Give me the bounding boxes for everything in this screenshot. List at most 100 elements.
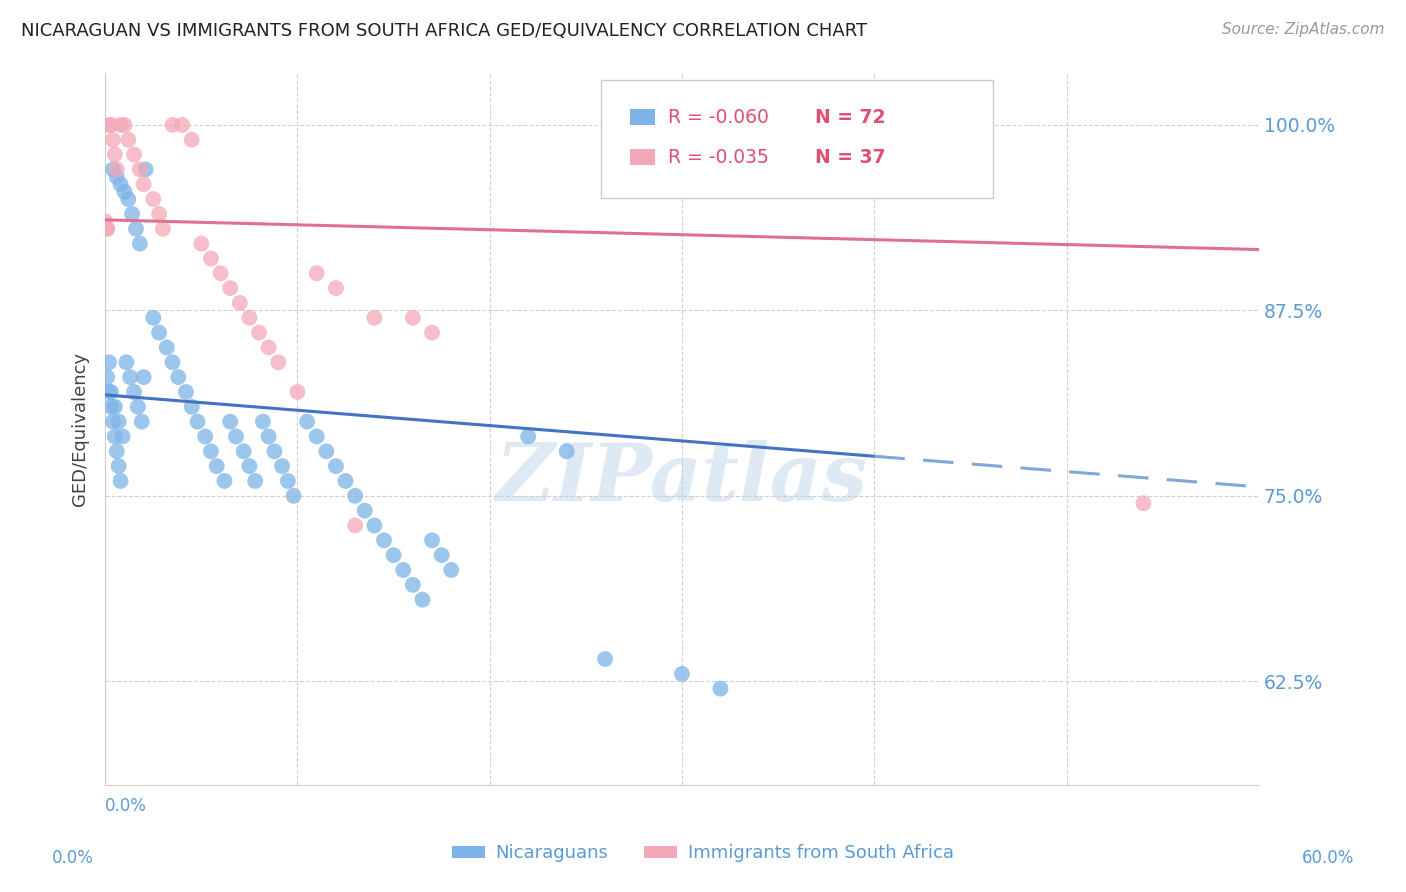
Point	[200, 252, 222, 266]
Point	[209, 266, 232, 280]
Text: 60.0%: 60.0%	[1302, 849, 1354, 867]
Point	[555, 444, 578, 458]
Point	[104, 147, 127, 161]
Point	[110, 118, 132, 132]
Point	[107, 459, 129, 474]
Point	[344, 518, 367, 533]
Point	[115, 355, 138, 369]
Point	[104, 429, 127, 443]
Point	[135, 162, 157, 177]
Point	[98, 118, 121, 132]
Text: N = 72: N = 72	[814, 108, 886, 127]
Point	[238, 310, 260, 325]
Point	[225, 429, 247, 443]
Point	[402, 578, 425, 592]
Point	[402, 310, 425, 325]
Point	[325, 281, 347, 295]
Point	[440, 563, 463, 577]
Point	[100, 400, 122, 414]
Point	[96, 221, 118, 235]
Point	[271, 459, 294, 474]
Point	[671, 666, 693, 681]
Point	[174, 384, 197, 399]
Point	[252, 415, 274, 429]
Point	[1132, 496, 1154, 510]
Text: R = -0.060: R = -0.060	[668, 108, 769, 127]
Point	[214, 474, 236, 488]
Point	[382, 548, 405, 562]
Text: 0.0%: 0.0%	[105, 797, 148, 815]
Point	[110, 178, 132, 192]
Point	[117, 133, 139, 147]
Point	[420, 533, 443, 548]
Point	[430, 548, 453, 562]
Point	[96, 370, 118, 384]
Point	[517, 429, 540, 443]
Text: 0.0%: 0.0%	[52, 849, 94, 867]
Point	[105, 169, 128, 184]
Point	[114, 118, 136, 132]
Point	[100, 118, 122, 132]
Point	[263, 444, 285, 458]
Point	[277, 474, 299, 488]
Point	[128, 236, 150, 251]
Point	[205, 459, 228, 474]
Text: R = -0.035: R = -0.035	[668, 147, 769, 167]
Point	[100, 384, 122, 399]
FancyBboxPatch shape	[630, 110, 655, 125]
Point	[142, 310, 165, 325]
Point	[94, 214, 117, 228]
Point	[305, 266, 328, 280]
Point	[287, 384, 309, 399]
Point	[148, 326, 170, 340]
Point	[229, 296, 252, 310]
Point	[411, 592, 433, 607]
Point	[325, 459, 347, 474]
Point	[167, 370, 190, 384]
Point	[190, 236, 212, 251]
Point	[148, 207, 170, 221]
Point	[152, 221, 174, 235]
Point	[305, 429, 328, 443]
Point	[283, 489, 305, 503]
Point	[121, 207, 143, 221]
Point	[117, 192, 139, 206]
Point	[142, 192, 165, 206]
Point	[257, 341, 280, 355]
Point	[194, 429, 217, 443]
Point	[420, 326, 443, 340]
Point	[162, 355, 184, 369]
Point	[186, 415, 208, 429]
Point	[247, 326, 270, 340]
Point	[295, 415, 318, 429]
Point	[131, 415, 153, 429]
Point	[120, 370, 142, 384]
Point	[232, 444, 254, 458]
Point	[101, 162, 124, 177]
Point	[219, 281, 242, 295]
Point	[335, 474, 357, 488]
Point	[105, 444, 128, 458]
Point	[373, 533, 395, 548]
Point	[344, 489, 367, 503]
Point	[180, 133, 202, 147]
Y-axis label: GED/Equivalency: GED/Equivalency	[72, 352, 89, 506]
Point	[392, 563, 415, 577]
Point	[219, 415, 242, 429]
Text: NICARAGUAN VS IMMIGRANTS FROM SOUTH AFRICA GED/EQUIVALENCY CORRELATION CHART: NICARAGUAN VS IMMIGRANTS FROM SOUTH AFRI…	[21, 22, 868, 40]
Point	[98, 355, 121, 369]
FancyBboxPatch shape	[602, 80, 994, 198]
Point	[101, 415, 124, 429]
Point	[104, 400, 127, 414]
Point	[180, 400, 202, 414]
Point	[132, 370, 155, 384]
Point	[114, 185, 136, 199]
Legend: Nicaraguans, Immigrants from South Africa: Nicaraguans, Immigrants from South Afric…	[444, 838, 962, 870]
Point	[122, 147, 145, 161]
Point	[363, 518, 385, 533]
Point	[156, 341, 179, 355]
Point	[200, 444, 222, 458]
Text: Source: ZipAtlas.com: Source: ZipAtlas.com	[1222, 22, 1385, 37]
Point	[111, 429, 134, 443]
Point	[363, 310, 385, 325]
